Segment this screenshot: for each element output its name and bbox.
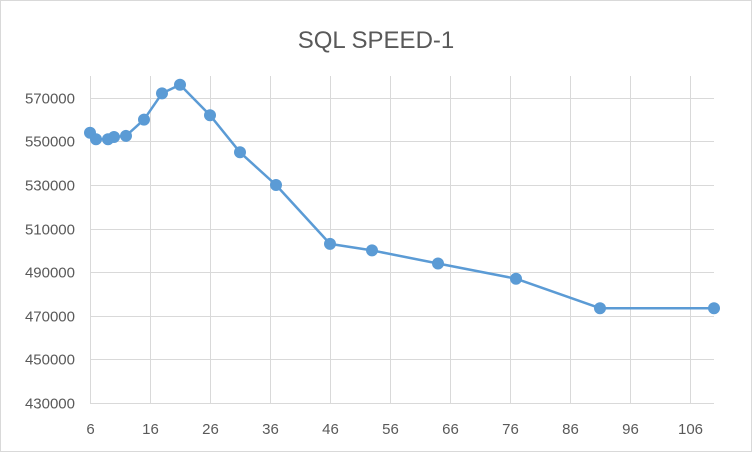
data-point bbox=[204, 109, 216, 122]
x-tick-label: 16 bbox=[142, 421, 159, 438]
x-tick-label: 106 bbox=[678, 421, 703, 438]
y-tick-label: 490000 bbox=[25, 265, 75, 282]
series-layer bbox=[84, 78, 720, 315]
x-tick-label: 66 bbox=[442, 421, 459, 438]
data-point bbox=[324, 237, 336, 250]
data-point bbox=[108, 131, 120, 143]
series-line bbox=[88, 83, 716, 310]
chart-title: SQL SPEED-1 bbox=[298, 27, 455, 54]
data-point bbox=[270, 179, 282, 191]
y-tick-label: 510000 bbox=[25, 222, 75, 239]
data-point bbox=[234, 146, 246, 159]
data-point bbox=[510, 272, 522, 285]
y-tick-label: 570000 bbox=[25, 91, 75, 108]
x-tick-label: 26 bbox=[202, 421, 219, 438]
data-point bbox=[120, 129, 132, 142]
x-tick-label: 76 bbox=[502, 421, 519, 438]
data-point bbox=[594, 302, 606, 315]
grid-layer bbox=[90, 76, 714, 404]
y-tick-label: 550000 bbox=[25, 134, 75, 151]
x-axis-ticks: 6 16 26 36 46 56 66 76 86 96 106 bbox=[86, 421, 703, 438]
x-tick-label: 36 bbox=[262, 421, 279, 438]
x-tick-label: 96 bbox=[622, 421, 639, 438]
data-point bbox=[156, 87, 168, 100]
data-point bbox=[138, 113, 150, 126]
y-tick-label: 430000 bbox=[25, 396, 75, 413]
y-tick-label: 530000 bbox=[25, 178, 75, 195]
y-axis-ticks: 430000 450000 470000 490000 510000 530000 5500… bbox=[25, 91, 75, 413]
x-tick-label: 56 bbox=[382, 421, 399, 438]
data-point bbox=[432, 257, 444, 270]
x-tick-label: 6 bbox=[86, 421, 94, 438]
x-tick-label: 46 bbox=[322, 421, 339, 438]
y-tick-label: 470000 bbox=[25, 309, 75, 326]
data-point bbox=[90, 133, 102, 146]
data-point bbox=[174, 78, 186, 91]
x-tick-label: 86 bbox=[562, 421, 579, 438]
data-point bbox=[366, 244, 378, 257]
data-point bbox=[708, 302, 720, 315]
y-tick-label: 450000 bbox=[25, 352, 75, 369]
